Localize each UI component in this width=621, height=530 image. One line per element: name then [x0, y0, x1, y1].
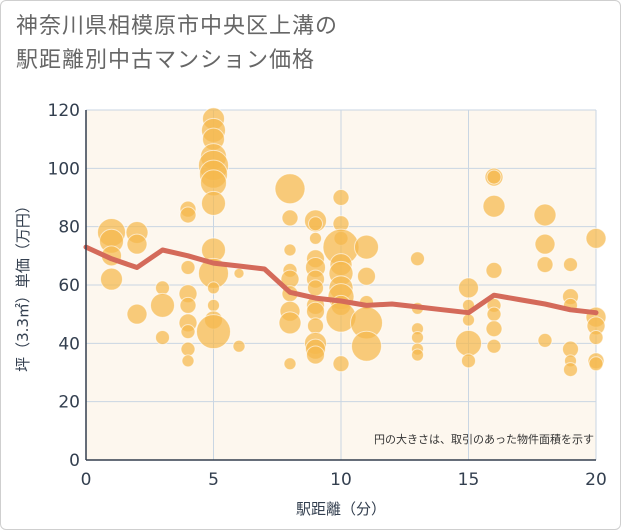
data-point	[486, 169, 502, 185]
y-tick-label: 100	[48, 159, 80, 179]
data-point	[585, 227, 607, 249]
tick-labels: 0 5 10 15 20 0 20 40 60 80 100 120	[48, 101, 607, 490]
data-point	[180, 341, 196, 357]
data-point	[232, 339, 246, 353]
data-point	[563, 257, 578, 273]
size-note: 円の大きさは、取引のあった物件面積を示す	[374, 432, 594, 446]
data-point	[332, 189, 350, 206]
data-point	[351, 330, 382, 362]
data-point	[278, 311, 302, 335]
data-point	[281, 209, 299, 227]
x-tick-label: 15	[458, 470, 480, 490]
axes	[85, 110, 596, 461]
data-point	[196, 314, 231, 350]
data-point	[482, 194, 506, 218]
data-point	[458, 277, 479, 299]
chart-title-line-1: 神奈川県相模原市中央区上溝の	[16, 14, 339, 39]
data-point	[201, 190, 226, 216]
data-point	[536, 256, 554, 274]
data-point	[207, 298, 220, 312]
data-point	[486, 306, 502, 322]
data-point	[462, 313, 475, 327]
data-point	[357, 266, 376, 286]
data-point	[485, 261, 503, 279]
data-point	[588, 330, 604, 345]
data-point	[283, 243, 297, 257]
data-point	[126, 303, 148, 325]
y-tick-label: 0	[69, 451, 80, 471]
trend-line-layer	[83, 244, 599, 316]
data-point	[534, 233, 556, 255]
y-tick-label: 20	[58, 393, 80, 413]
y-tick-label: 80	[58, 218, 80, 238]
data-point	[150, 292, 175, 318]
data-point	[207, 281, 220, 295]
data-point	[307, 279, 324, 297]
x-tick-label: 5	[208, 470, 219, 490]
data-point	[126, 233, 148, 255]
y-tick-label: 60	[58, 276, 80, 296]
data-point	[563, 362, 578, 378]
y-axis-label: 坪（3.3㎡）単価（万円）	[14, 198, 32, 372]
x-tick-label: 20	[585, 470, 607, 490]
data-point	[537, 332, 553, 348]
data-point	[155, 330, 170, 345]
data-point	[180, 324, 196, 340]
data-point	[306, 345, 325, 365]
data-point	[274, 173, 306, 205]
data-point	[354, 234, 379, 260]
data-point	[461, 353, 476, 369]
x-tick-label: 0	[81, 470, 92, 490]
data-point	[332, 355, 350, 373]
chart-title-line-2: 駅距離別中古マンション価格	[16, 48, 316, 73]
data-point	[307, 317, 324, 335]
data-point	[100, 267, 123, 291]
data-point	[155, 280, 170, 296]
data-point	[485, 320, 503, 338]
data-point	[308, 216, 323, 232]
data-point	[233, 267, 245, 279]
x-axis-label: 駅距離（分）	[296, 500, 386, 518]
y-tick-label: 120	[48, 101, 80, 121]
data-point	[455, 329, 482, 357]
chart-title: 神奈川県相模原市中央区上溝の 駅距離別中古マンション価格	[16, 10, 576, 78]
data-point	[180, 260, 196, 275]
data-point	[309, 231, 322, 245]
data-point	[283, 357, 297, 371]
average-trend-line	[83, 244, 599, 316]
data-point	[181, 354, 195, 368]
data-point	[179, 206, 197, 224]
data-point	[588, 356, 604, 372]
data-point	[533, 203, 557, 227]
data-point	[411, 331, 424, 344]
bubble-layer	[97, 107, 607, 378]
data-point	[410, 251, 425, 267]
x-tick-label: 10	[330, 470, 352, 490]
y-tick-label: 40	[58, 334, 80, 354]
data-point	[411, 348, 424, 362]
data-point	[179, 296, 197, 314]
data-point	[486, 338, 502, 354]
